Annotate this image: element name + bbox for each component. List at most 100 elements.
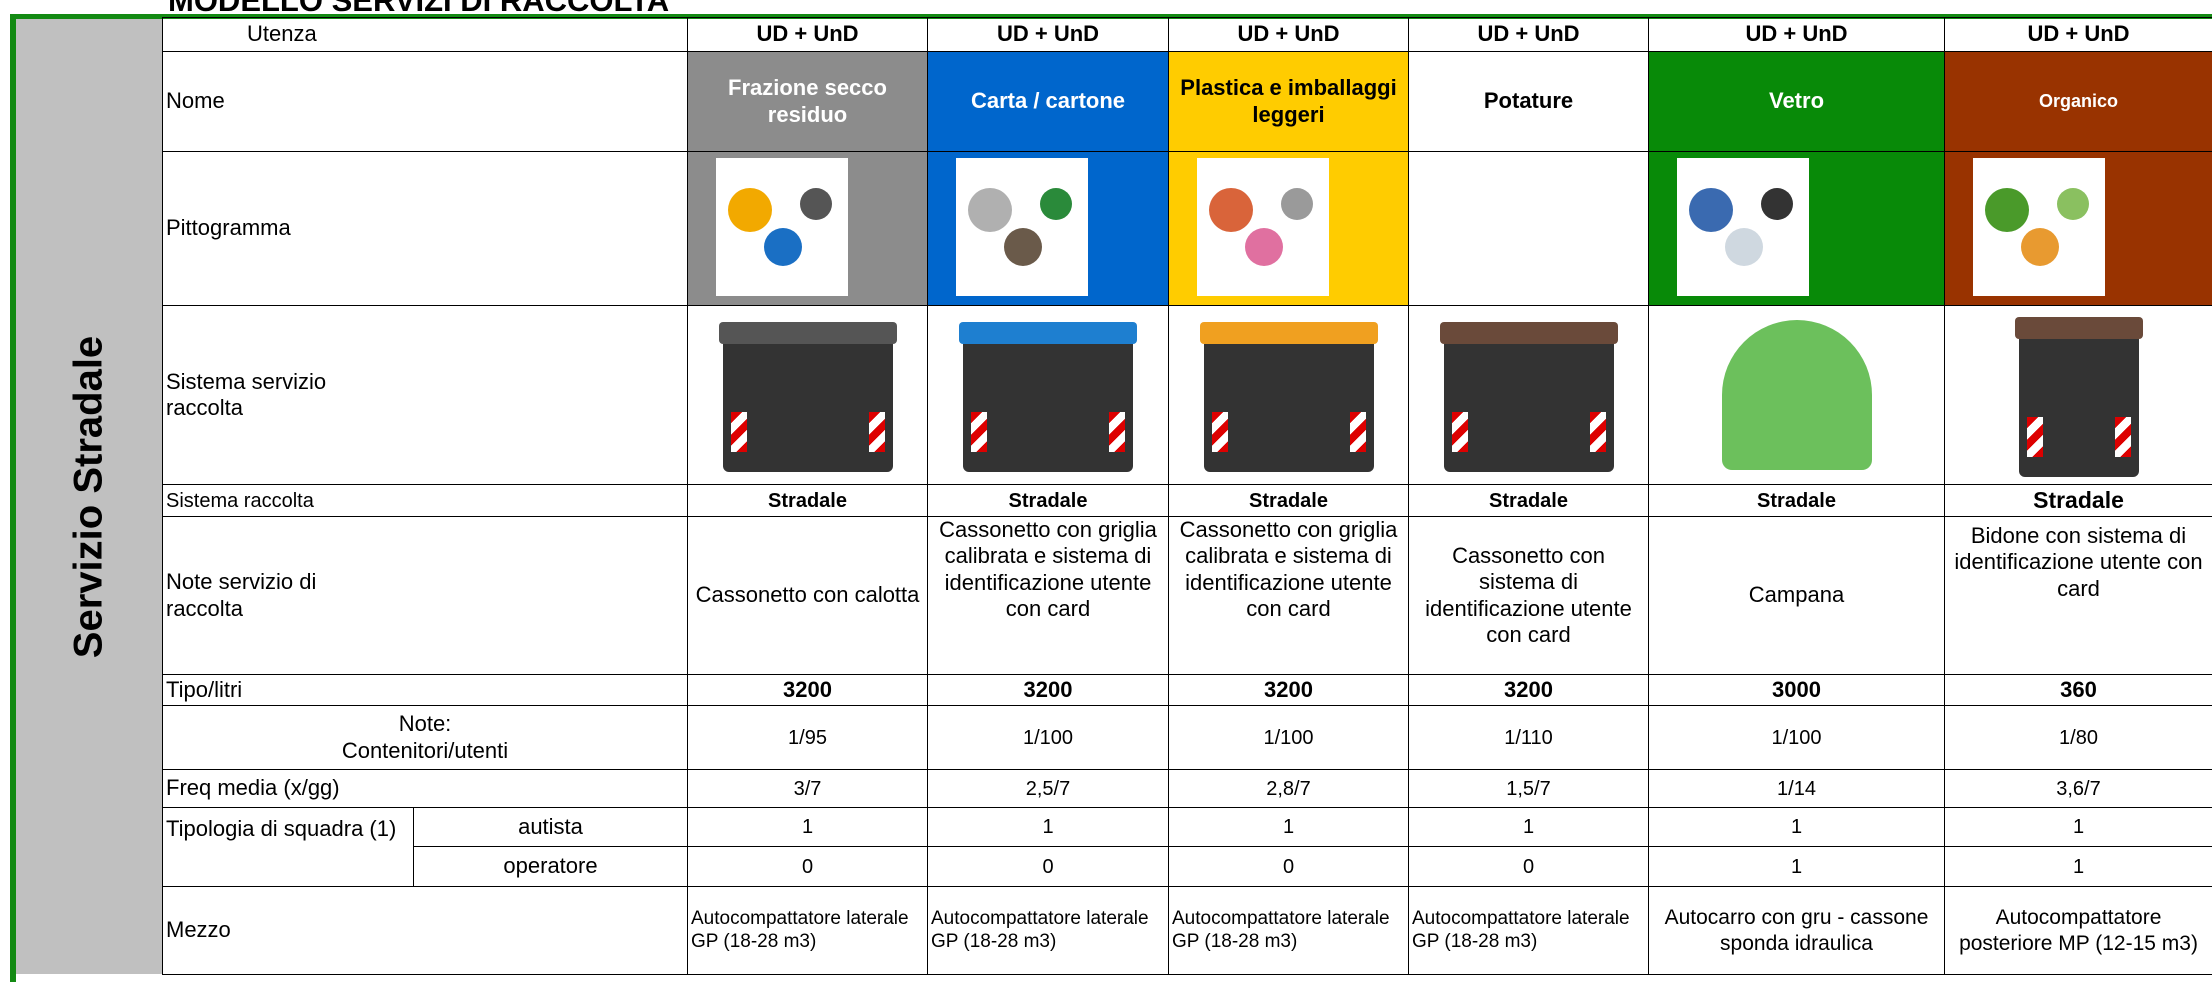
pictogram-shape [1761,188,1793,220]
bin-stripe [1350,412,1366,452]
mezzo-cell: Autocompattatore laterale GP (18-28 m3) [1169,887,1409,975]
operatore-cell: 0 [1169,847,1409,887]
bin-stripe [2027,417,2043,457]
sistema-raccolta-cell: Stradale [688,485,928,517]
mezzo-cell: Autocompattatore posteriore MP (12-15 m3… [1945,887,2212,975]
operatore-cell: 1 [1945,847,2212,887]
autista-cell: 1 [1945,808,2212,847]
pictogram-shape [1985,188,2029,232]
freq-cell: 3,6/7 [1945,770,2212,808]
pictogram-shape [1040,188,1072,220]
operatore-cell: 0 [928,847,1169,887]
mezzo-cell: Autocompattatore laterale GP (18-28 m3) [928,887,1169,975]
row-label: Nome [163,52,688,152]
bin-stripe [1212,412,1228,452]
freq-cell: 1,5/7 [1409,770,1649,808]
contenitori-cell: 1/100 [1169,706,1409,770]
pictogram-shape [728,188,772,232]
row-label: Mezzo [163,887,688,975]
pictogram-shape [2021,228,2059,266]
pictogram-image [1677,158,1809,296]
row-label: Note servizio di raccolta [163,517,688,675]
row-label: autista [414,808,688,847]
utenza-cell: UD + UnD [1409,18,1649,52]
utenza-cell: UD + UnD [1169,18,1409,52]
contenitori-cell: 1/100 [928,706,1169,770]
sistema-raccolta-cell: Stradale [928,485,1169,517]
pictogram-shape [1281,188,1313,220]
row-label: Sistema servizio raccolta [163,306,688,485]
bin-lid [1440,322,1618,344]
utenza-cell: UD + UnD [1649,18,1945,52]
utenza-cell: UD + UnD [1945,18,2212,52]
sistema-raccolta-cell: Stradale [1945,485,2212,517]
freq-cell: 1/14 [1649,770,1945,808]
bin-cell [928,306,1169,485]
bin-cell [688,306,928,485]
pictogram-cell [1649,152,1945,306]
row-label: operatore [414,847,688,887]
bin-image [2019,327,2139,477]
tipo-litri-cell: 3200 [688,675,928,706]
pictogram-cell [1169,152,1409,306]
nome-cell: Plastica e imballaggi leggeri [1169,52,1409,152]
pictogram-shape [800,188,832,220]
bin-stripe [869,412,885,452]
sistema-raccolta-cell: Stradale [1409,485,1649,517]
bin-image [1204,332,1374,472]
row-label: Tipologia di squadra (1) [163,808,414,887]
contenitori-cell: 1/95 [688,706,928,770]
pictogram-shape [764,228,802,266]
tipo-litri-cell: 360 [1945,675,2212,706]
pictogram-cell [688,152,928,306]
bin-image [1444,332,1614,472]
tipo-litri-cell: 3000 [1649,675,1945,706]
bin-stripe [1452,412,1468,452]
bin-cell [1945,306,2212,485]
autista-cell: 1 [1169,808,1409,847]
mezzo-cell: Autocompattatore laterale GP (18-28 m3) [1409,887,1649,975]
utenza-cell: UD + UnD [928,18,1169,52]
freq-cell: 3/7 [688,770,928,808]
pictogram-image [956,158,1088,296]
autista-cell: 1 [1409,808,1649,847]
pictogram-shape [1245,228,1283,266]
pictogram-cell [928,152,1169,306]
bin-cell [1409,306,1649,485]
note-cell: Cassonetto con griglia calibrata e siste… [1169,517,1409,675]
bin-cell [1649,306,1945,485]
bin-stripe [731,412,747,452]
mezzo-cell: Autocarro con gru - cassone sponda idrau… [1649,887,1945,975]
freq-cell: 2,8/7 [1169,770,1409,808]
note-cell: Cassonetto con griglia calibrata e siste… [928,517,1169,675]
pictogram-image [1973,158,2105,296]
bin-image [723,332,893,472]
pictogram-cell [1945,152,2212,306]
pictogram-shape [968,188,1012,232]
row-label-line: Contenitori/utenti [166,738,684,764]
row-label: Utenza [163,18,688,52]
nome-cell: Organico [1945,52,2212,152]
tipo-litri-cell: 3200 [928,675,1169,706]
note-cell: Cassonetto con calotta [688,517,928,675]
note-cell: Cassonetto con sistema di identificazion… [1409,517,1649,675]
tipo-litri-cell: 3200 [1169,675,1409,706]
note-cell: Campana [1649,517,1945,675]
table-row: Pittogramma [163,152,2212,306]
bin-lid [2015,317,2143,339]
sistema-raccolta-cell: Stradale [1649,485,1945,517]
note-cell: Bidone con sistema di identificazione ut… [1945,517,2212,675]
pictogram-image [716,158,848,296]
row-label-line: Note: [166,711,684,737]
pictogram-shape [1004,228,1042,266]
nome-cell: Vetro [1649,52,1945,152]
table-row: Mezzo Autocompattatore laterale GP (18-28… [163,887,2212,975]
